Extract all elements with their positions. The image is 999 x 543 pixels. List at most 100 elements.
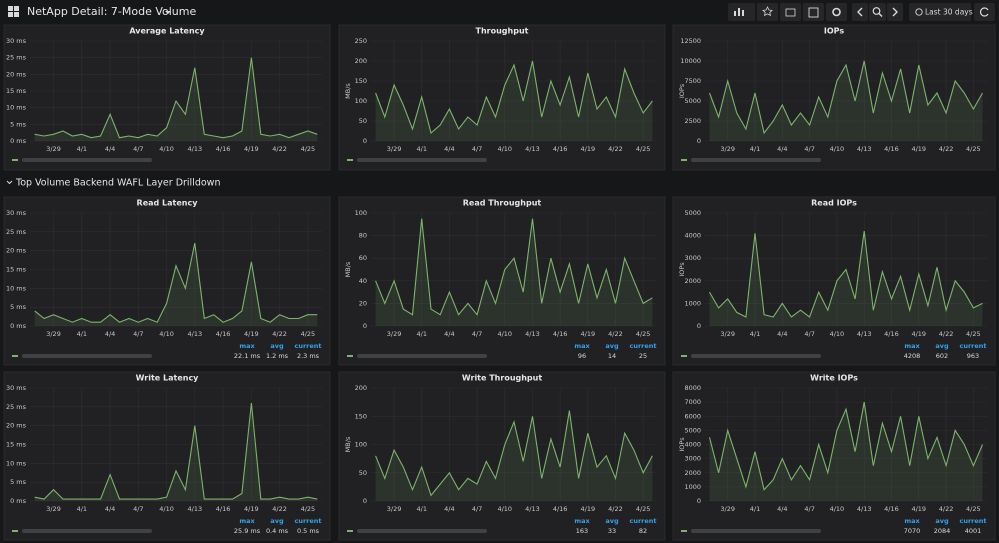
x-tick-label: 3/29 [720, 330, 735, 338]
x-tick-label: 4/10 [497, 505, 512, 513]
share-button[interactable] [780, 3, 801, 21]
panel-title: Read IOPs [811, 199, 857, 208]
series-line [708, 60, 983, 135]
series-line [34, 403, 318, 500]
area-fill [709, 61, 983, 141]
y-tick-label: 20 ms [6, 422, 27, 430]
x-tick-label: 4/10 [497, 330, 512, 338]
time-picker[interactable] [909, 3, 971, 21]
legend-series-name-blurred [357, 158, 487, 162]
y-tick-label: 5000 [684, 97, 701, 105]
title-caret[interactable] [165, 11, 171, 14]
row-title[interactable]: Top Volume Backend WAFL Layer Drilldown [15, 178, 220, 189]
y-tick-label: 30 ms [6, 209, 27, 217]
area-fill [375, 410, 653, 501]
dashboard-menu-icon[interactable] [8, 6, 19, 17]
legend-header: avg [270, 342, 284, 350]
x-tick-label: 4/22 [272, 505, 287, 513]
refresh-button[interactable] [974, 3, 995, 21]
y-tick-label: 2000 [684, 469, 701, 477]
legend-value: 0.5 ms [297, 527, 320, 535]
x-tick-label: 4/16 [553, 505, 568, 513]
legend-series-name-blurred [357, 529, 487, 533]
legend-header: current [294, 517, 321, 525]
area-fill [375, 61, 653, 141]
y-tick-label: 6000 [684, 412, 701, 420]
y-tick-label: 4000 [684, 232, 701, 240]
add-panel-button[interactable] [728, 3, 755, 21]
legend-series-name-blurred [22, 354, 152, 358]
legend-series-name-blurred [22, 529, 152, 533]
y-tick-label: 12500 [680, 37, 701, 45]
settings-button[interactable] [826, 3, 847, 21]
x-tick-label: 4/25 [301, 505, 316, 513]
legend-series-name-blurred [691, 354, 821, 358]
x-tick-label: 4/4 [444, 330, 454, 338]
time-forward-button[interactable] [887, 3, 903, 21]
y-tick-label: 5 ms [10, 303, 27, 311]
panel-title: Write IOPs [810, 374, 858, 383]
zoom-out-button[interactable] [869, 3, 886, 21]
y-tick-label: 25 ms [6, 403, 27, 411]
x-tick-label: 4/1 [417, 505, 427, 513]
panel-title: Write Throughput [462, 374, 543, 383]
x-tick-label: 4/19 [244, 505, 259, 513]
x-tick-label: 4/19 [581, 505, 596, 513]
x-tick-label: 4/25 [966, 505, 981, 513]
x-tick-label: 4/19 [244, 330, 259, 338]
y-tick-label: 5000 [684, 209, 701, 217]
x-tick-label: 4/7 [804, 330, 814, 338]
x-tick-label: 4/10 [159, 145, 174, 153]
y-tick-label: 200 [355, 57, 367, 65]
legend-value: 22.1 ms [234, 352, 261, 360]
y-tick-label: 2500 [684, 117, 701, 125]
dashboard-title[interactable]: NetApp Detail: 7-Mode Volume [27, 5, 196, 18]
x-tick-label: 4/4 [444, 505, 454, 513]
star-button[interactable] [757, 3, 778, 21]
panel [3, 196, 331, 366]
y-tick-label: 80 [359, 232, 367, 240]
x-tick-label: 4/13 [188, 505, 203, 513]
time-range-label[interactable]: Last 30 days [925, 8, 973, 17]
x-tick-label: 3/29 [46, 145, 61, 153]
x-tick-label: 4/19 [581, 145, 596, 153]
x-tick-label: 4/10 [159, 330, 174, 338]
x-tick-label: 4/4 [105, 505, 115, 513]
legend-header: avg [935, 517, 949, 525]
x-tick-label: 4/4 [105, 145, 115, 153]
y-tick-label: 0 [697, 137, 701, 145]
y-tick-label: 1000 [684, 483, 701, 491]
x-tick-label: 4/16 [216, 145, 231, 153]
x-tick-label: 4/13 [525, 330, 540, 338]
time-back-button[interactable] [852, 3, 868, 21]
x-tick-label: 4/7 [133, 505, 143, 513]
legend-header: avg [605, 342, 619, 350]
series-line [708, 402, 984, 491]
x-tick-label: 4/16 [884, 330, 899, 338]
x-tick-label: 4/10 [830, 330, 845, 338]
x-tick-label: 4/25 [636, 145, 651, 153]
y-tick-label: 250 [355, 37, 367, 45]
panel [672, 24, 996, 171]
x-tick-label: 4/22 [272, 145, 287, 153]
y-tick-label: 2000 [684, 277, 701, 285]
row-collapse-icon[interactable] [6, 180, 13, 185]
y-tick-label: 0 ms [10, 497, 27, 505]
save-button[interactable] [803, 3, 824, 21]
y-tick-label: 10 ms [6, 104, 27, 112]
legend-header: current [629, 517, 656, 525]
x-tick-label: 4/25 [636, 330, 651, 338]
y-tick-label: 200 [355, 384, 367, 392]
x-tick-label: 4/1 [77, 330, 87, 338]
toolbar: Last 30 days [728, 3, 995, 21]
legend-value: 14 [608, 352, 616, 360]
y-tick-label: 7000 [684, 398, 701, 406]
y-tick-label: 100 [355, 97, 367, 105]
series-line [34, 242, 318, 323]
x-tick-label: 3/29 [46, 505, 61, 513]
legend-header: max [574, 342, 590, 350]
y-tick-label: 5000 [684, 426, 701, 434]
x-tick-label: 4/25 [636, 505, 651, 513]
x-tick-label: 4/22 [608, 330, 623, 338]
